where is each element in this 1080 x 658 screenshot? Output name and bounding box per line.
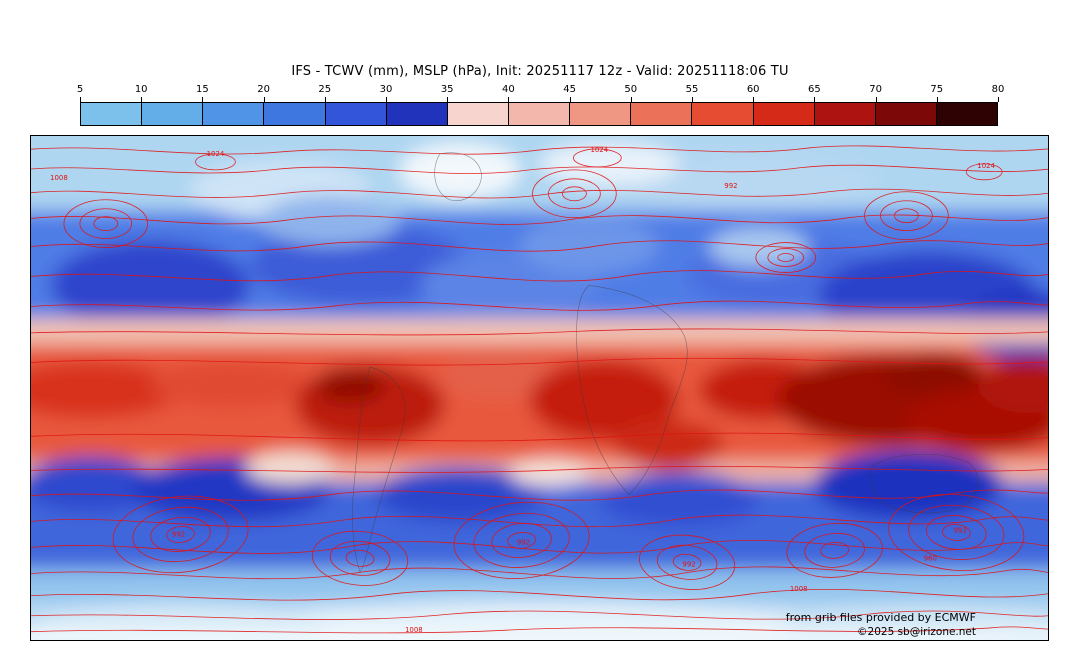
colorbar-tick-label: 35	[440, 84, 454, 95]
pressure-label: 960	[924, 554, 937, 562]
colorbar-tick-mark	[569, 97, 571, 102]
colorbar-tick-label: 15	[196, 84, 209, 95]
colorbar-tick-label: 50	[624, 84, 638, 95]
colorbar-tick-label: 45	[563, 84, 576, 95]
colorbar-tick-label: 70	[869, 84, 882, 95]
chart-title: IFS - TCWV (mm), MSLP (hPa), Init: 20251…	[291, 64, 789, 79]
data-source-credit: from grib files provided by ECMWF	[785, 611, 976, 624]
colorbar-segment	[508, 103, 571, 125]
pressure-label: 992	[517, 538, 530, 546]
colorbar-wrap: 5 10 15 20 25 30 35 40 45 50 55 60 65 70 75 80	[76, 84, 1005, 126]
pressure-label: 1024	[207, 150, 225, 158]
colorbar-tick-mark	[80, 97, 81, 102]
colorbar-tick-mark	[936, 97, 938, 102]
colorbar-segment	[81, 103, 143, 125]
colorbar-segment	[447, 103, 509, 125]
colorbar-tick-label: 60	[746, 84, 760, 95]
colorbar-tick-mark	[324, 97, 326, 102]
colorbar-segment	[386, 103, 448, 125]
colorbar-tick-mark	[875, 97, 877, 102]
colorbar-tick-label: 10	[134, 84, 148, 95]
colorbar-tick-label: 80	[991, 84, 1005, 95]
contour-labels: 1008 1024 1024 992 1024 992 992 992 1008…	[50, 146, 996, 634]
colorbar-tick-mark	[814, 97, 816, 102]
colorbar-segment	[936, 103, 998, 125]
colorbar-tick-mark	[447, 97, 449, 102]
colorbar-segment	[692, 103, 754, 125]
pressure-label: 992	[682, 560, 695, 568]
pressure-label: 992	[954, 526, 967, 534]
colorbar-segment	[753, 103, 815, 125]
colorbar-segment	[325, 103, 387, 125]
colorbar-tick-label: 65	[808, 84, 821, 95]
colorbar-tick-label: 20	[257, 84, 270, 95]
colorbar-tick-mark	[141, 97, 143, 102]
pressure-label: 992	[724, 182, 737, 190]
colorbar-segment	[264, 103, 326, 125]
colorbar-tick-mark	[630, 97, 632, 102]
pressure-label: 1024	[977, 162, 995, 170]
colorbar-tick-label: 5	[76, 84, 84, 95]
pressure-label: 1024	[590, 146, 608, 154]
colorbar-tick-mark	[202, 97, 204, 102]
pressure-label: 1008	[790, 585, 808, 593]
colorbar-tick-mark	[385, 97, 387, 102]
mslp-contours	[31, 145, 1048, 634]
colorbar-tick-label: 30	[379, 84, 393, 95]
colorbar-ticks	[80, 97, 999, 102]
colorbar-tick-label: 40	[502, 84, 515, 95]
colorbar-tick-mark	[691, 97, 693, 102]
colorbar-segment	[570, 103, 632, 125]
colorbar-tick-mark	[508, 97, 510, 102]
pressure-label: 992	[172, 530, 185, 538]
colorbar-tick-labels: 5 10 15 20 25 30 35 40 45 50 55 60 65 70 75 80	[76, 84, 1005, 97]
colorbar-tick-label: 55	[685, 84, 699, 95]
colorbar-segment	[814, 103, 876, 125]
tcwv-mslp-map: 1008 1024 1024 992 1024 992 992 992 1008…	[31, 136, 1048, 640]
colorbar	[80, 102, 998, 126]
pressure-label: 1008	[50, 174, 68, 182]
world-map: 1008 1024 1024 992 1024 992 992 992 1008…	[30, 135, 1049, 641]
colorbar-tick-mark	[998, 97, 999, 102]
copyright-notice: ©2025 sb@irizone.net	[857, 626, 976, 638]
colorbar-segment	[142, 103, 204, 125]
colorbar-tick-mark	[753, 97, 755, 102]
colorbar-segment	[631, 103, 693, 125]
colorbar-tick-label: 25	[318, 84, 332, 95]
colorbar-tick-mark	[263, 97, 265, 102]
colorbar-tick-label: 75	[930, 84, 944, 95]
colorbar-segment	[875, 103, 937, 125]
pressure-label: 1008	[405, 626, 423, 634]
colorbar-segment	[203, 103, 265, 125]
